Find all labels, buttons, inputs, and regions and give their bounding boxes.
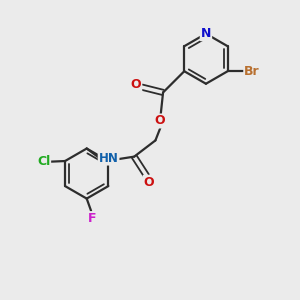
- Text: N: N: [201, 27, 211, 40]
- Text: F: F: [88, 212, 97, 225]
- Text: O: O: [154, 115, 165, 128]
- Text: O: O: [144, 176, 154, 189]
- Text: O: O: [131, 78, 141, 91]
- Text: Cl: Cl: [37, 155, 50, 168]
- Text: HN: HN: [99, 152, 118, 165]
- Text: Br: Br: [244, 65, 260, 78]
